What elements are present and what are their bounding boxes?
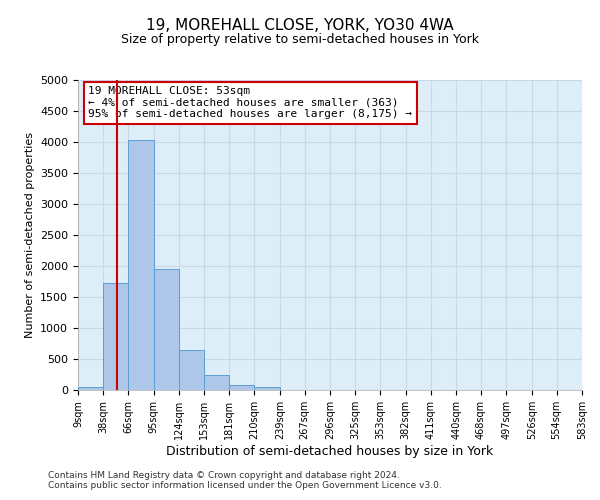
Bar <box>179 350 205 390</box>
Bar <box>205 375 229 390</box>
Bar <box>229 384 254 390</box>
Text: 19 MOREHALL CLOSE: 53sqm
← 4% of semi-detached houses are smaller (363)
95% of s: 19 MOREHALL CLOSE: 53sqm ← 4% of semi-de… <box>88 86 412 120</box>
Text: Contains public sector information licensed under the Open Government Licence v3: Contains public sector information licen… <box>48 480 442 490</box>
X-axis label: Distribution of semi-detached houses by size in York: Distribution of semi-detached houses by … <box>166 444 494 458</box>
Text: 19, MOREHALL CLOSE, YORK, YO30 4WA: 19, MOREHALL CLOSE, YORK, YO30 4WA <box>146 18 454 32</box>
Text: Size of property relative to semi-detached houses in York: Size of property relative to semi-detach… <box>121 32 479 46</box>
Bar <box>254 387 280 390</box>
Bar <box>154 269 179 390</box>
Text: Contains HM Land Registry data © Crown copyright and database right 2024.: Contains HM Land Registry data © Crown c… <box>48 470 400 480</box>
Y-axis label: Number of semi-detached properties: Number of semi-detached properties <box>25 132 35 338</box>
Bar <box>78 387 103 390</box>
Bar <box>103 283 128 390</box>
Bar <box>128 140 154 390</box>
